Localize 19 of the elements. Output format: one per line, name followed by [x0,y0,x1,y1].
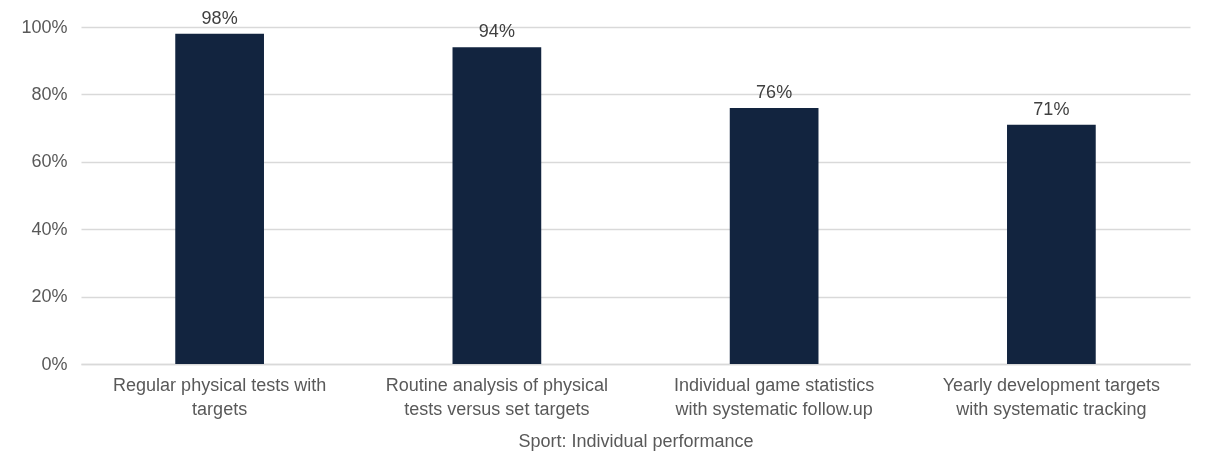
data-label: 94% [478,21,515,42]
x-tick-label: Yearly development targets with systematic tracking [942,374,1161,419]
y-tick-label: 20% [31,286,68,307]
y-tick-label: 100% [21,16,68,37]
y-tick-label: 40% [31,218,68,239]
y-tick-label: 60% [31,151,68,172]
data-label: 76% [756,81,793,102]
y-tick-label: 0% [41,353,68,374]
bar [452,47,542,364]
bar [175,33,264,364]
bar [729,107,819,364]
x-axis-title: Sport: Individual performance [518,430,754,451]
x-tick-label: Regular physical tests with targets [113,374,327,419]
y-tick-label: 80% [31,83,68,104]
data-label: 71% [1033,98,1070,119]
x-tick-label: Routine analysis of physical tests versus set targets [385,374,608,419]
data-label: 98% [201,7,238,28]
bar [1007,124,1096,364]
x-tick-label: Individual game statistics with systematic follow.up [674,374,875,419]
